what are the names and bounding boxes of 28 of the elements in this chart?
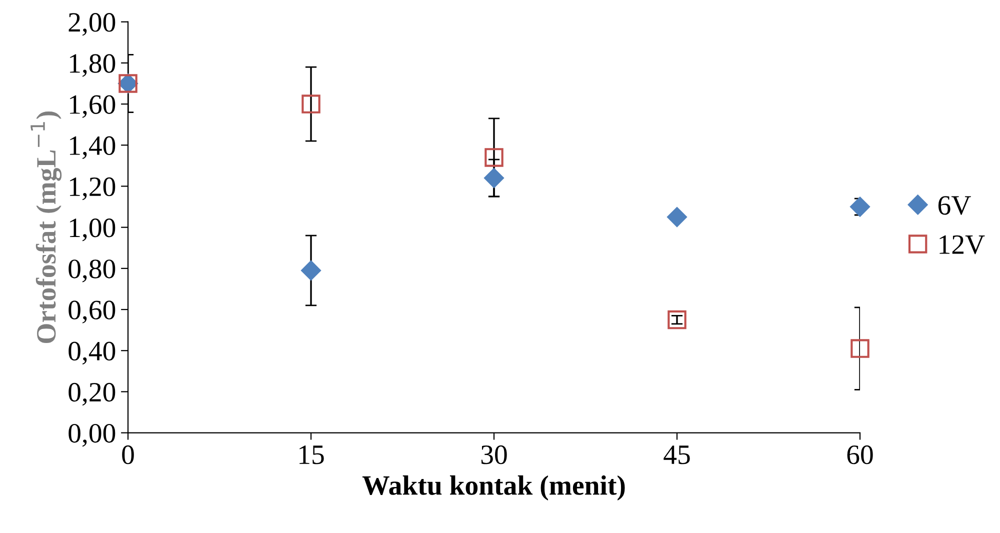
y-tick-label: 1,00	[70, 218, 116, 242]
point	[667, 207, 687, 227]
x-tick-label: 15	[300, 446, 324, 464]
y-tick-label: 1,60	[70, 95, 116, 118]
y-tick-label: 1,20	[70, 177, 116, 200]
point	[850, 339, 870, 358]
y-tick-label: 0,80	[68, 260, 116, 282]
point	[302, 94, 320, 114]
point	[301, 260, 321, 280]
point	[484, 148, 504, 167]
y-tick-label: 2,00	[68, 13, 116, 36]
x-tick-label: 45	[664, 446, 690, 464]
x-tick-label: 30	[481, 445, 507, 464]
y-axis-title: Ortofosfat (mgL$^{−1}$)	[30, 112, 62, 344]
point	[850, 196, 870, 217]
x-axis-title: Waktu kontak (menit)	[362, 475, 625, 501]
x-tick-label: 60	[847, 445, 873, 464]
x-tick-label: 0	[122, 445, 134, 464]
y-tick-label: 1,40	[70, 136, 116, 160]
y-tick-label: 0,60	[68, 300, 116, 324]
point	[668, 310, 686, 330]
legend-label: 6V	[938, 196, 971, 215]
y-tick-label: 0,20	[68, 382, 116, 406]
point	[484, 168, 504, 188]
y-tick-label: 0,40	[68, 342, 116, 365]
legend-label: 12V	[940, 235, 985, 254]
y-tick-label: 1,80	[70, 54, 116, 77]
y-tick-label: 0,00	[68, 424, 116, 447]
